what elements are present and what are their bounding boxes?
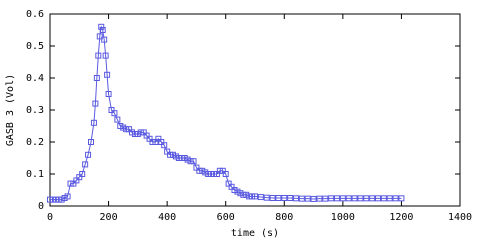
x-tick-label: 600 [217, 212, 235, 223]
y-tick-label: 0 [38, 201, 44, 212]
data-point [334, 195, 340, 202]
y-tick-label: 0.2 [26, 137, 44, 148]
data-point [95, 52, 102, 59]
data-point [363, 195, 370, 202]
data-point [222, 171, 229, 177]
data-point [82, 161, 89, 168]
x-tick-label: 1400 [448, 212, 472, 223]
data-point [369, 195, 376, 202]
data-point [310, 195, 317, 202]
data-point [345, 195, 352, 202]
data-point [105, 91, 112, 97]
data-point [316, 195, 323, 202]
y-tick-label: 0.1 [26, 169, 44, 180]
data-point [328, 195, 335, 202]
data-point [111, 110, 118, 117]
data-point [269, 195, 276, 201]
data-point [275, 195, 282, 201]
data-point [101, 36, 108, 43]
y-tick-label: 0.6 [26, 9, 44, 20]
data-point [96, 33, 103, 40]
y-tick-label: 0.3 [26, 105, 44, 116]
x-tick-label: 800 [275, 212, 293, 223]
y-tick-label: 0.4 [26, 73, 44, 84]
data-point [190, 158, 197, 165]
data-point [98, 23, 105, 30]
data-point [93, 75, 100, 81]
data-point [357, 195, 364, 202]
data-point [281, 195, 288, 201]
data-point [287, 195, 294, 201]
data-point [64, 193, 71, 200]
x-axis-label: time (s) [231, 228, 279, 239]
data-point [322, 195, 329, 202]
x-tick-label: 400 [158, 212, 176, 223]
data-point [298, 195, 305, 202]
data-point [92, 100, 99, 107]
x-tick-label: 1000 [331, 212, 355, 223]
data-point [161, 142, 168, 149]
data-point [114, 116, 121, 123]
data-point [304, 195, 311, 202]
data-point [104, 71, 111, 78]
data-point [252, 193, 258, 200]
data-point [351, 195, 358, 202]
y-tick-label: 0.5 [26, 41, 44, 52]
data-point [398, 195, 405, 202]
data-point [102, 52, 109, 59]
data-point [263, 194, 270, 201]
data-point [85, 151, 92, 158]
data-point [99, 27, 106, 33]
x-tick-label: 1200 [389, 212, 413, 223]
data-point [293, 195, 299, 202]
data-point [88, 139, 94, 145]
data-point [90, 119, 97, 126]
x-tick-label: 200 [100, 212, 118, 223]
data-point [380, 195, 387, 202]
data-point [386, 195, 393, 202]
data-point [375, 195, 381, 202]
data-point [257, 194, 264, 201]
y-axis-label: GASB 3 (Vol) [5, 74, 16, 146]
data-point [392, 195, 399, 202]
data-point [339, 195, 346, 202]
x-tick-label: 0 [47, 212, 53, 223]
data-point [79, 171, 86, 177]
